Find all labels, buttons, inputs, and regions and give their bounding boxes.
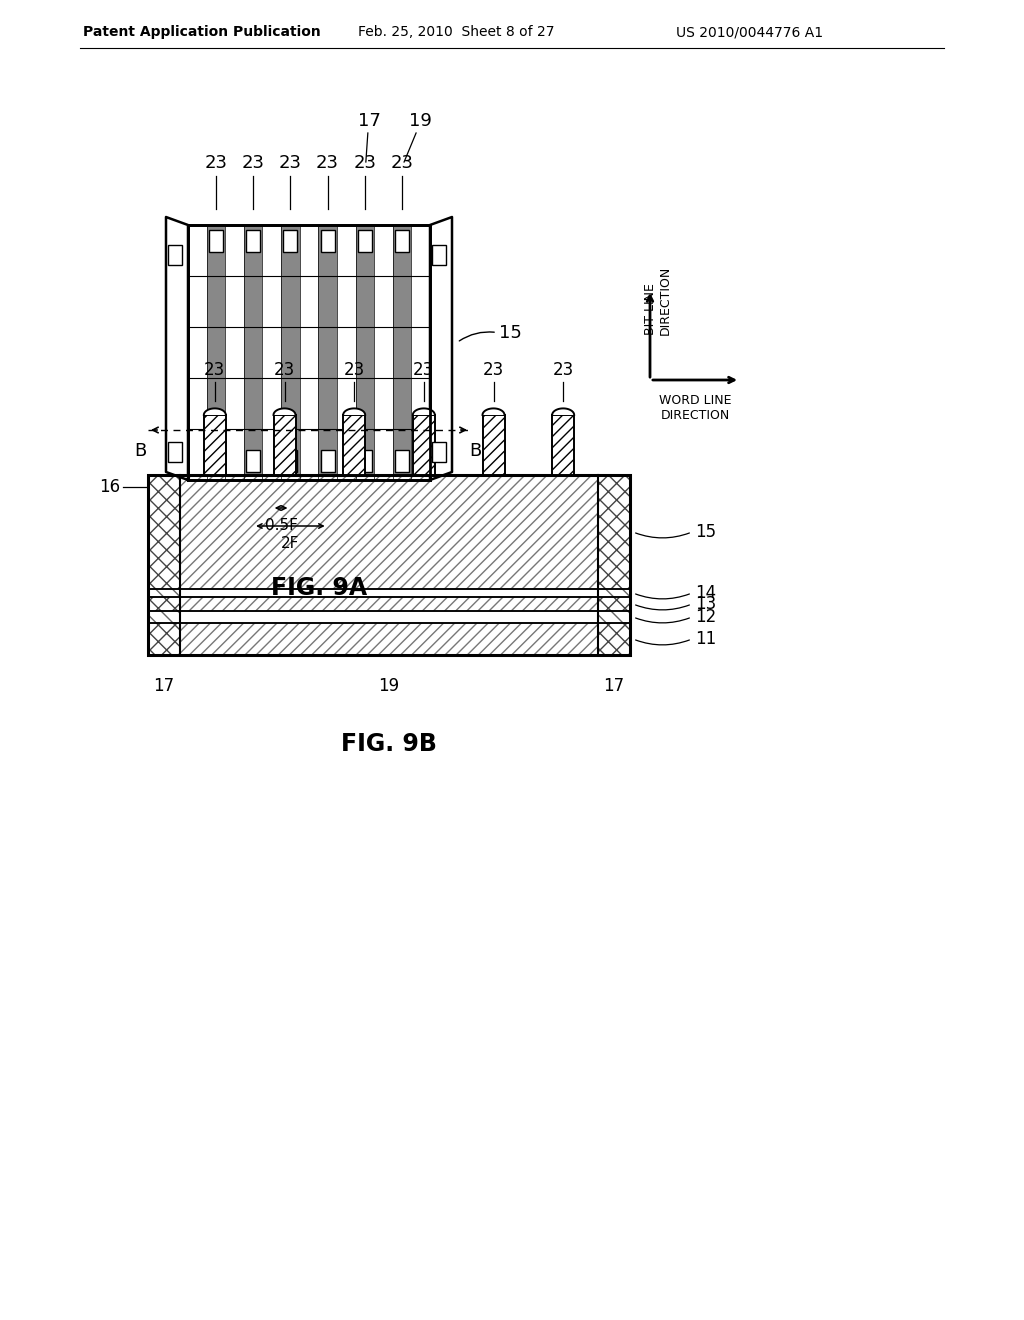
Bar: [148, 611, 180, 623]
Bar: [188, 224, 430, 480]
Bar: [262, 224, 281, 480]
Bar: [168, 442, 182, 462]
Bar: [413, 414, 435, 475]
Text: 17: 17: [358, 112, 381, 129]
Bar: [148, 597, 630, 611]
Text: 23: 23: [316, 154, 339, 172]
Bar: [300, 224, 318, 480]
Bar: [246, 230, 260, 252]
Text: Feb. 25, 2010  Sheet 8 of 27: Feb. 25, 2010 Sheet 8 of 27: [358, 25, 555, 40]
Text: 12: 12: [695, 609, 716, 626]
Text: B: B: [134, 442, 146, 459]
Bar: [395, 450, 409, 473]
Polygon shape: [166, 216, 188, 480]
Bar: [318, 224, 337, 480]
Polygon shape: [204, 408, 226, 414]
Text: 23: 23: [390, 154, 414, 172]
Bar: [209, 230, 223, 252]
Text: 23: 23: [483, 360, 504, 379]
Bar: [148, 589, 630, 597]
Bar: [273, 414, 296, 475]
Bar: [355, 224, 374, 480]
Bar: [148, 623, 180, 655]
Text: BIT LINE
DIRECTION: BIT LINE DIRECTION: [644, 265, 672, 335]
Text: WORD LINE
DIRECTION: WORD LINE DIRECTION: [658, 393, 731, 422]
Text: B': B': [469, 442, 486, 459]
Text: Patent Application Publication: Patent Application Publication: [83, 25, 321, 40]
Bar: [204, 414, 226, 475]
Text: FIG. 9B: FIG. 9B: [341, 733, 437, 756]
Text: 19: 19: [409, 112, 431, 129]
Bar: [168, 246, 182, 265]
Text: 23: 23: [242, 154, 264, 172]
Bar: [148, 611, 630, 623]
Polygon shape: [482, 408, 505, 414]
Text: FIG. 9A: FIG. 9A: [271, 576, 367, 601]
Polygon shape: [273, 408, 296, 414]
Bar: [598, 597, 630, 611]
Text: 17: 17: [603, 677, 625, 696]
Bar: [148, 623, 630, 655]
Text: 23: 23: [353, 154, 377, 172]
Bar: [412, 224, 430, 480]
Bar: [148, 475, 180, 589]
Bar: [552, 414, 574, 475]
Text: 16: 16: [99, 478, 120, 496]
Polygon shape: [343, 408, 366, 414]
Bar: [432, 246, 446, 265]
Bar: [482, 414, 505, 475]
Bar: [148, 597, 180, 611]
Bar: [343, 414, 366, 475]
Text: 0.5F: 0.5F: [264, 517, 298, 533]
Bar: [284, 450, 297, 473]
Bar: [598, 611, 630, 623]
Text: 15: 15: [499, 323, 522, 342]
Text: 13: 13: [695, 595, 716, 612]
Polygon shape: [413, 408, 435, 414]
Bar: [337, 224, 355, 480]
Bar: [357, 450, 372, 473]
Text: 14: 14: [695, 583, 716, 602]
Text: 23: 23: [279, 154, 302, 172]
Bar: [225, 224, 244, 480]
Bar: [148, 589, 180, 597]
Text: 11: 11: [695, 630, 716, 648]
Bar: [598, 623, 630, 655]
Bar: [284, 230, 297, 252]
Text: 19: 19: [379, 677, 399, 696]
Bar: [246, 450, 260, 473]
Text: US 2010/0044776 A1: US 2010/0044776 A1: [676, 25, 823, 40]
Bar: [321, 450, 335, 473]
Bar: [598, 475, 630, 589]
Bar: [374, 224, 393, 480]
Bar: [598, 589, 630, 597]
Text: 23: 23: [553, 360, 573, 379]
Bar: [244, 224, 262, 480]
Bar: [148, 475, 630, 655]
Bar: [321, 230, 335, 252]
Text: 23: 23: [204, 360, 225, 379]
Text: 2F: 2F: [282, 536, 300, 550]
Bar: [209, 450, 223, 473]
Bar: [432, 442, 446, 462]
Text: 23: 23: [205, 154, 227, 172]
Bar: [188, 224, 430, 480]
Bar: [188, 224, 207, 480]
Bar: [148, 475, 630, 589]
Bar: [281, 224, 300, 480]
Bar: [393, 224, 412, 480]
Text: 15: 15: [695, 523, 716, 541]
Text: 23: 23: [343, 360, 365, 379]
Bar: [357, 230, 372, 252]
Text: 23: 23: [414, 360, 434, 379]
Text: 17: 17: [154, 677, 174, 696]
Polygon shape: [552, 408, 574, 414]
Polygon shape: [430, 216, 452, 480]
Bar: [207, 224, 225, 480]
Text: 23: 23: [273, 360, 295, 379]
Bar: [395, 230, 409, 252]
